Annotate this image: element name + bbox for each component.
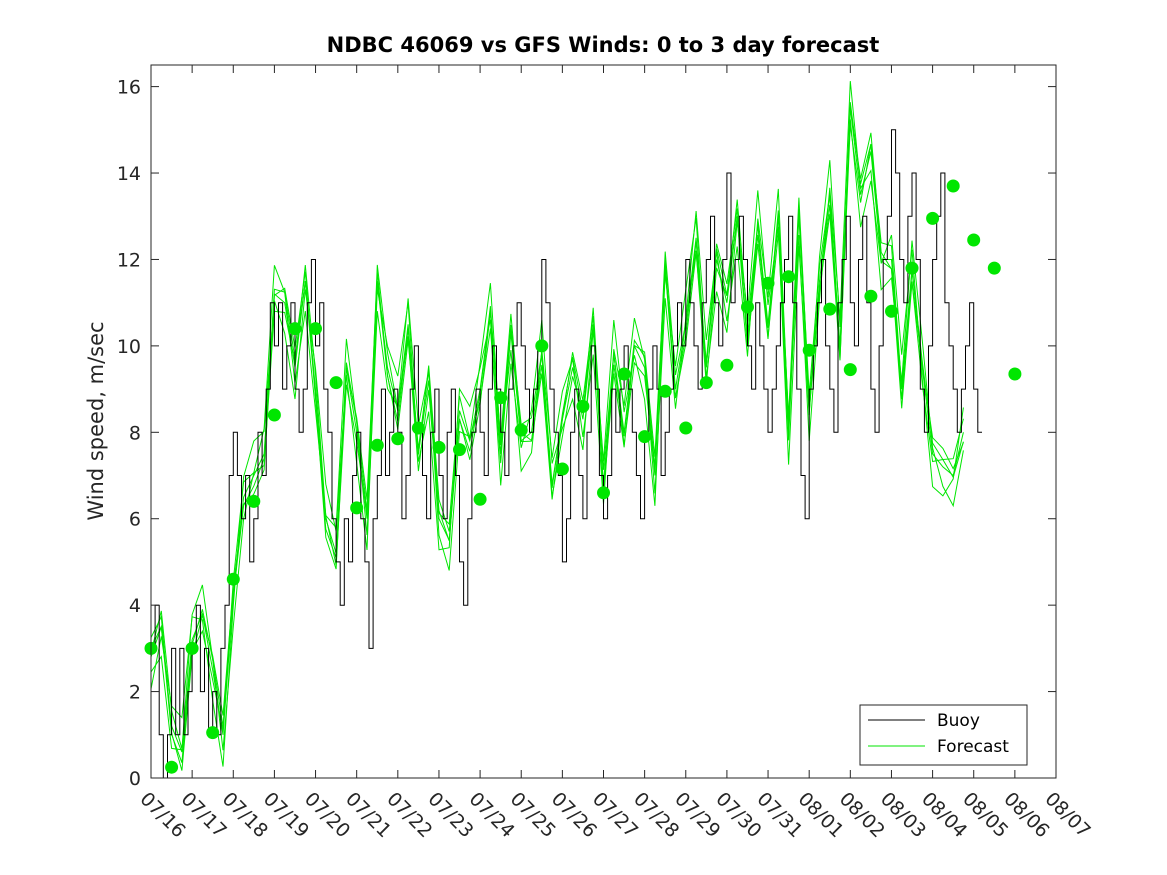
forecast-line	[150, 102, 964, 763]
forecast-marker	[699, 376, 713, 390]
buoy-series-group	[151, 129, 982, 779]
forecast-marker	[576, 399, 590, 413]
forecast-marker	[864, 289, 878, 303]
y-tick-label: 0	[129, 768, 141, 790]
forecast-marker	[1008, 367, 1022, 381]
forecast-marker	[720, 358, 734, 372]
forecast-line	[150, 119, 964, 767]
legend-label-buoy: Buoy	[937, 711, 980, 731]
y-tick-label: 14	[117, 163, 141, 185]
plot-area	[151, 65, 1056, 778]
y-tick-label: 12	[117, 249, 141, 271]
forecast-marker	[309, 322, 322, 336]
chart-title: NDBC 46069 vs GFS Winds: 0 to 3 day fore…	[327, 33, 880, 57]
forecast-marker	[535, 339, 549, 353]
forecast-marker	[741, 300, 754, 314]
forecast-marker	[885, 304, 898, 318]
forecast-marker	[391, 432, 405, 446]
forecast-marker	[926, 211, 940, 225]
buoy-line	[151, 129, 982, 779]
forecast-marker	[206, 726, 220, 740]
forecast-marker	[597, 486, 610, 500]
forecast-marker	[329, 376, 343, 390]
forecast-marker	[288, 322, 302, 336]
y-tick-label: 10	[117, 336, 141, 358]
forecast-marker	[658, 384, 672, 398]
forecast-marker	[679, 421, 693, 435]
y-tick-label: 6	[129, 509, 141, 531]
forecast-marker	[946, 179, 960, 193]
y-axis-label: Wind speed, m/sec	[84, 321, 108, 520]
y-tick-label: 4	[129, 595, 141, 617]
legend: Buoy Forecast	[859, 704, 1028, 766]
forecast-marker	[802, 343, 816, 357]
y-tick-label: 8	[129, 422, 141, 444]
forecast-marker	[823, 302, 837, 316]
legend-label-forecast: Forecast	[937, 737, 1009, 757]
forecast-marker	[453, 443, 466, 457]
forecast-marker	[987, 261, 1001, 275]
legend-box	[859, 704, 1028, 766]
forecast-marker	[494, 391, 508, 405]
y-axis: 0 2 4 6 8 10 12 14 16	[117, 77, 1056, 790]
forecast-marker	[473, 492, 487, 506]
forecast-marker	[247, 494, 261, 508]
forecast-marker	[432, 440, 446, 454]
forecast-marker	[370, 438, 384, 452]
y-tick-label: 16	[117, 77, 141, 99]
forecast-marker	[638, 430, 652, 444]
forecast-marker	[514, 423, 528, 437]
forecast-marker	[165, 760, 179, 774]
forecast-marker	[617, 367, 631, 381]
forecast-marker	[967, 233, 981, 247]
forecast-markers-group	[144, 179, 1022, 774]
forecast-marker	[843, 363, 857, 377]
forecast-line	[150, 106, 964, 771]
forecast-line	[150, 81, 964, 751]
forecast-marker	[905, 261, 919, 275]
forecast-marker	[226, 572, 240, 586]
forecast-marker	[761, 276, 775, 290]
forecast-marker	[555, 462, 569, 476]
y-tick-label: 2	[129, 682, 141, 704]
forecast-marker	[411, 421, 425, 435]
forecast-marker	[267, 408, 281, 422]
forecast-marker	[350, 501, 364, 515]
forecast-marker	[185, 641, 199, 655]
forecast-marker	[782, 270, 796, 284]
